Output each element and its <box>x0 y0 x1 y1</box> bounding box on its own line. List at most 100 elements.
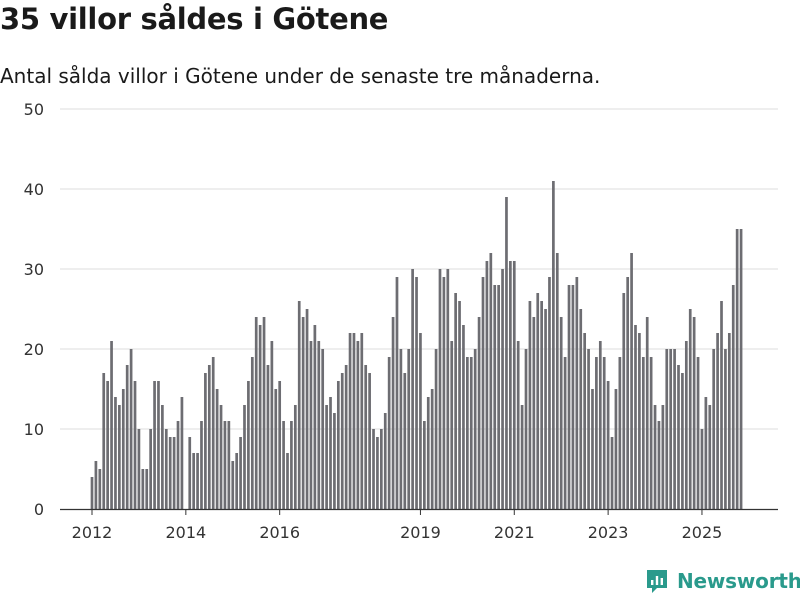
x-tick-label: 2023 <box>588 523 629 542</box>
bar <box>442 277 446 509</box>
y-tick-label: 20 <box>24 340 44 359</box>
bar <box>305 309 309 509</box>
bar <box>391 317 395 509</box>
bar <box>595 357 598 509</box>
bar <box>336 381 340 509</box>
bar <box>395 277 399 509</box>
bar <box>493 285 497 509</box>
bar <box>313 325 317 509</box>
bar <box>196 453 199 509</box>
bar <box>724 349 727 509</box>
bar <box>583 333 587 509</box>
bar <box>528 301 532 509</box>
bar <box>219 405 223 509</box>
bar <box>665 349 669 509</box>
bar <box>250 357 254 509</box>
bar <box>512 261 516 509</box>
bar <box>563 357 567 509</box>
bar <box>325 405 328 509</box>
bar <box>153 381 156 509</box>
bar <box>114 397 117 509</box>
bar <box>270 341 274 509</box>
bar <box>610 437 614 509</box>
bar <box>403 373 407 509</box>
bar <box>188 437 192 509</box>
bar <box>598 341 602 509</box>
bar <box>90 477 94 509</box>
y-tick-label: 10 <box>24 420 44 439</box>
bar <box>575 277 579 509</box>
bar <box>462 325 465 509</box>
bar <box>430 389 434 509</box>
bar <box>677 365 680 509</box>
bar <box>466 357 469 509</box>
bar <box>247 381 250 509</box>
bar <box>290 421 293 509</box>
grid-lines <box>60 108 778 430</box>
chart-subtitle: Antal sålda villor i Götene under de sen… <box>0 64 601 88</box>
bar <box>555 253 559 509</box>
bar <box>653 405 657 509</box>
bar <box>293 405 297 509</box>
bar <box>669 349 673 509</box>
bar <box>716 333 719 509</box>
bar <box>649 357 653 509</box>
bar <box>622 293 626 509</box>
bar <box>661 405 665 509</box>
bar <box>145 469 149 509</box>
bar <box>157 381 160 509</box>
bar <box>638 333 641 509</box>
bar <box>727 333 731 509</box>
bar <box>469 357 473 509</box>
bar <box>458 301 461 509</box>
bar <box>587 349 590 509</box>
bar <box>446 269 450 509</box>
bar <box>700 429 704 509</box>
bar <box>630 253 633 509</box>
y-tick-label: 30 <box>24 260 44 279</box>
bar <box>579 309 583 509</box>
bar <box>215 389 219 509</box>
bar <box>438 269 442 509</box>
bar <box>340 373 344 509</box>
bar <box>739 229 743 509</box>
bar <box>423 421 426 509</box>
bar <box>118 405 121 509</box>
bar <box>180 397 184 509</box>
y-tick-label: 0 <box>34 500 44 519</box>
bar <box>454 293 457 509</box>
bar <box>434 349 438 509</box>
bar <box>735 229 739 509</box>
bar <box>94 461 98 509</box>
bar <box>329 397 332 509</box>
bar <box>626 277 630 509</box>
bar <box>407 349 411 509</box>
bar <box>524 349 528 509</box>
bar <box>200 421 203 509</box>
bar <box>129 349 133 509</box>
bar <box>704 397 708 509</box>
bar <box>223 421 227 509</box>
bar <box>387 357 391 509</box>
bar <box>297 301 301 509</box>
bar <box>211 357 215 509</box>
bar <box>372 429 375 509</box>
bar <box>591 389 594 509</box>
bar <box>618 357 622 509</box>
bar <box>176 421 180 509</box>
bar <box>602 357 606 509</box>
bar <box>360 333 364 509</box>
bar <box>235 453 239 509</box>
bar <box>509 261 512 509</box>
bar <box>415 277 418 509</box>
bar <box>379 429 383 509</box>
chart-title: 35 villor såldes i Götene <box>0 2 389 36</box>
bar <box>141 469 145 509</box>
bar <box>559 317 563 509</box>
bar <box>673 349 676 509</box>
bar <box>282 421 285 509</box>
bar <box>321 349 325 509</box>
bar <box>137 429 141 509</box>
bar <box>356 341 360 509</box>
